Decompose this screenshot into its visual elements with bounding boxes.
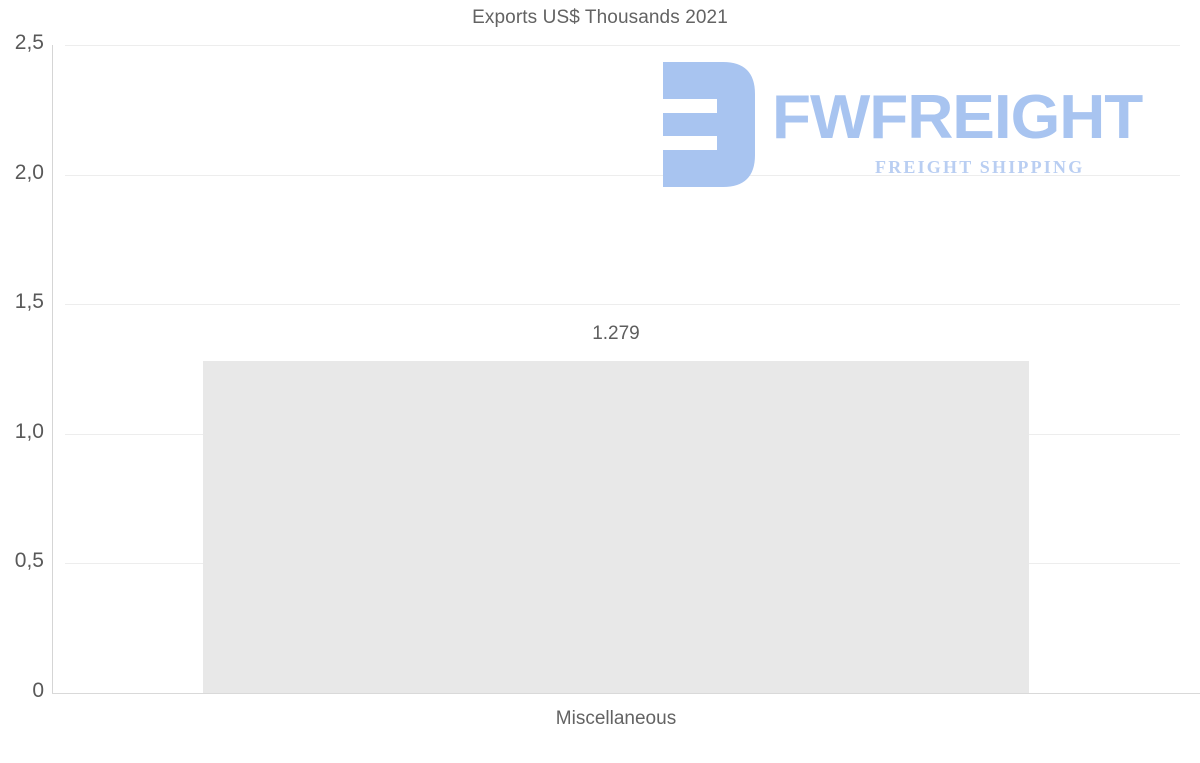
gridline <box>65 45 1180 46</box>
y-axis-tick-label: 2,0 <box>14 160 44 184</box>
chart-title: Exports US$ Thousands 2021 <box>472 7 728 28</box>
gridline <box>65 304 1180 306</box>
y-axis-tick-label: 1,5 <box>14 290 44 314</box>
y-axis-tick-label: 1,0 <box>14 419 44 443</box>
y-axis-tick-label: 0,5 <box>14 549 44 573</box>
y-axis-tick-label: 0 <box>32 679 44 702</box>
y-axis-line <box>52 45 53 694</box>
y-axis-tick-label: 2,5 <box>14 31 44 54</box>
bar-miscellaneous[interactable] <box>202 361 1030 693</box>
bar-value-label: 1.279 <box>592 323 640 345</box>
x-axis-line <box>52 693 1200 694</box>
x-axis-category-label: Miscellaneous <box>555 708 677 729</box>
gridline <box>65 174 1180 176</box>
